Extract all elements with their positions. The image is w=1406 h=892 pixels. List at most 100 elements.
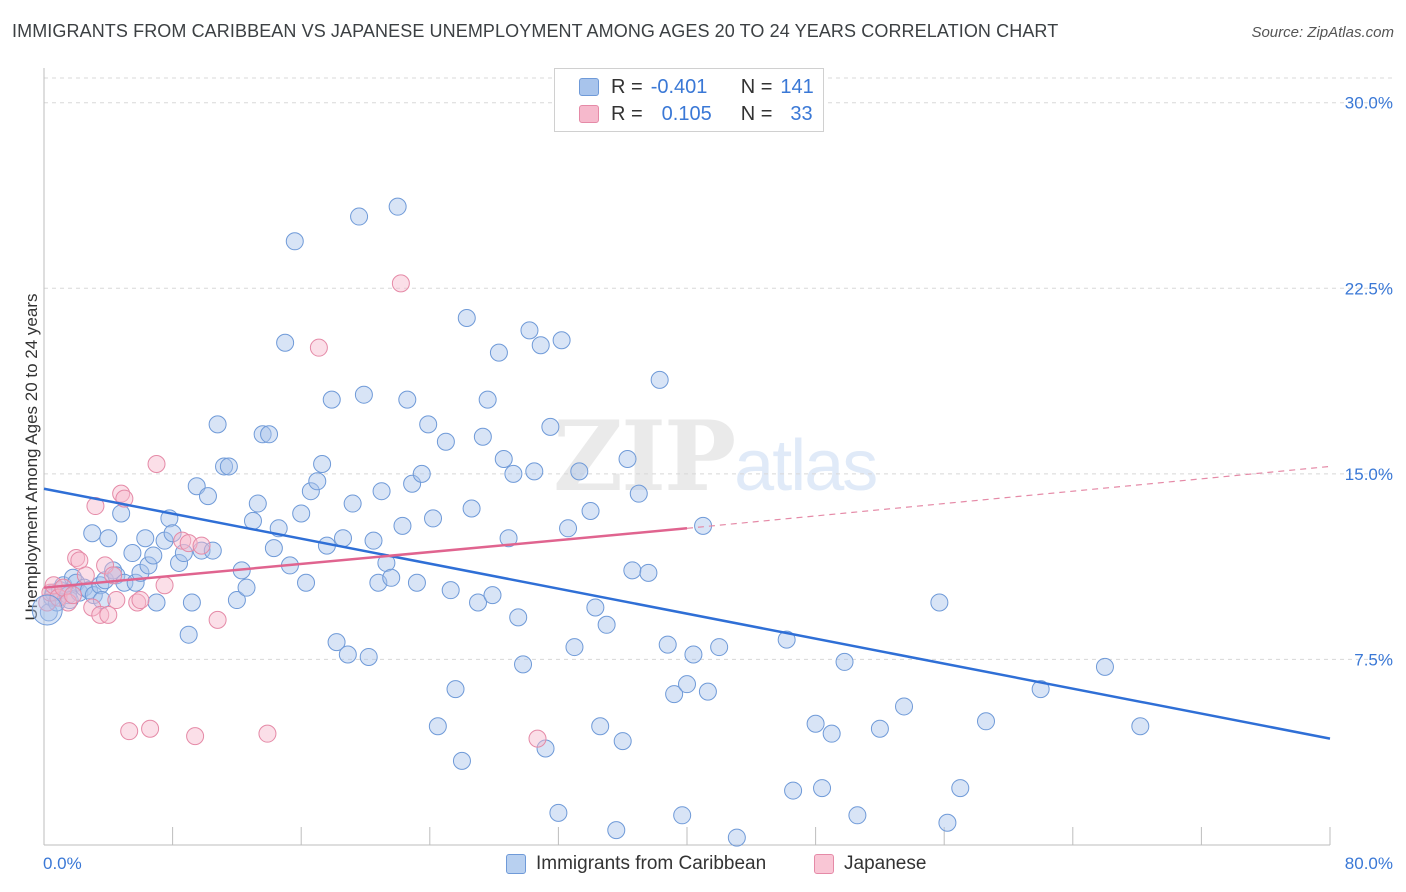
caribbean-point <box>469 593 488 612</box>
caribbean-point <box>446 680 465 699</box>
caribbean-point <box>424 509 443 528</box>
caribbean-point <box>494 450 513 469</box>
caribbean-point <box>80 581 99 600</box>
japanese-point <box>70 551 89 570</box>
caribbean-point <box>559 519 578 538</box>
legend-r-value-japanese: 0.105 <box>661 102 712 125</box>
caribbean-point <box>552 331 571 350</box>
caribbean-point <box>591 717 610 736</box>
caribbean-point <box>848 806 867 825</box>
japanese-point <box>120 722 139 741</box>
caribbean-point <box>565 638 584 657</box>
caribbean-point <box>412 464 431 483</box>
japanese-point <box>309 338 328 357</box>
japanese-trend-line <box>43 527 688 589</box>
caribbean-point <box>208 415 227 434</box>
caribbean-point <box>483 586 502 605</box>
legend-row-japanese: R = 0.105 N = 33 <box>579 101 813 127</box>
caribbean-point <box>436 432 455 451</box>
y-tick-label: 7.5% <box>1354 650 1393 669</box>
caribbean-point <box>650 370 669 389</box>
caribbean-point <box>597 615 616 634</box>
caribbean-point <box>253 425 272 444</box>
caribbean-point <box>870 719 889 738</box>
caribbean-point <box>976 712 995 731</box>
caribbean-point <box>243 511 262 530</box>
caribbean-point <box>198 487 217 506</box>
caribbean-point <box>350 207 369 226</box>
japanese-trend-extension <box>686 465 1331 529</box>
caribbean-point <box>813 779 832 798</box>
legend-n-label: N = <box>740 75 773 98</box>
caribbean-point <box>338 645 357 664</box>
caribbean-point <box>549 803 568 822</box>
caribbean-point <box>333 529 352 548</box>
caribbean-point <box>629 484 648 503</box>
caribbean-point <box>499 529 518 548</box>
japanese-point <box>208 610 227 629</box>
caribbean-point <box>665 685 684 704</box>
legend-row-caribbean: R = -0.401 N = 141 <box>579 74 814 100</box>
caribbean-point <box>419 415 438 434</box>
caribbean-point <box>541 417 560 436</box>
caribbean-point <box>92 591 111 610</box>
caribbean-point <box>586 598 605 617</box>
caribbean-point <box>835 652 854 671</box>
caribbean-point <box>639 563 658 582</box>
caribbean-point <box>215 457 234 476</box>
legend-n-label: N = <box>740 102 773 125</box>
japanese-point <box>258 724 277 743</box>
caribbean-point <box>678 675 696 694</box>
legend-swatch-japanese <box>579 105 599 123</box>
caribbean-point <box>322 390 341 409</box>
caribbean-point <box>31 594 63 626</box>
caribbean-point <box>398 390 417 409</box>
caribbean-point <box>285 232 304 251</box>
bottom-legend-caribbean: Immigrants from Caribbean <box>506 852 766 876</box>
caribbean-point <box>364 531 383 550</box>
caribbean-point <box>509 608 528 627</box>
japanese-point <box>63 586 82 605</box>
japanese-point <box>38 593 57 612</box>
caribbean-point <box>658 635 677 654</box>
caribbean-point <box>673 806 692 825</box>
caribbean-point <box>727 828 746 847</box>
japanese-point <box>99 605 118 624</box>
japanese-point <box>107 591 126 610</box>
caribbean-point <box>382 568 401 587</box>
bottom-legend-japanese: Japanese <box>814 852 926 876</box>
caribbean-point <box>144 546 163 565</box>
caribbean-point <box>388 197 407 216</box>
caribbean-point <box>710 638 729 657</box>
caribbean-point <box>457 308 476 327</box>
caribbean-point <box>327 633 346 652</box>
caribbean-point <box>112 504 131 523</box>
caribbean-point <box>473 427 492 446</box>
caribbean-point <box>393 516 412 535</box>
bottom-legend-label-caribbean: Immigrants from Caribbean <box>536 853 767 874</box>
caribbean-point <box>136 529 155 548</box>
caribbean-point <box>514 655 533 674</box>
japanese-point <box>147 454 166 473</box>
caribbean-point <box>123 544 142 563</box>
y-axis-label: Unemployment Among Ages 20 to 24 years <box>22 294 41 621</box>
y-tick-label: 15.0% <box>1345 465 1393 484</box>
caribbean-point <box>777 630 796 649</box>
y-tick-label: 22.5% <box>1345 279 1393 298</box>
caribbean-point <box>227 591 246 610</box>
caribbean-point <box>260 425 279 444</box>
caribbean-point <box>930 593 949 612</box>
caribbean-point <box>301 482 320 501</box>
japanese-point <box>76 566 95 585</box>
x-tick-label: 0.0% <box>43 854 82 873</box>
japanese-point <box>49 588 68 607</box>
caribbean-point <box>618 450 637 469</box>
caribbean-point <box>938 813 957 832</box>
japanese-point <box>131 591 150 610</box>
japanese-point <box>128 593 147 612</box>
bottom-legend-swatch-japanese <box>814 854 834 874</box>
caribbean-point <box>698 682 717 701</box>
caribbean-point <box>489 343 508 362</box>
caribbean-point <box>308 472 327 491</box>
